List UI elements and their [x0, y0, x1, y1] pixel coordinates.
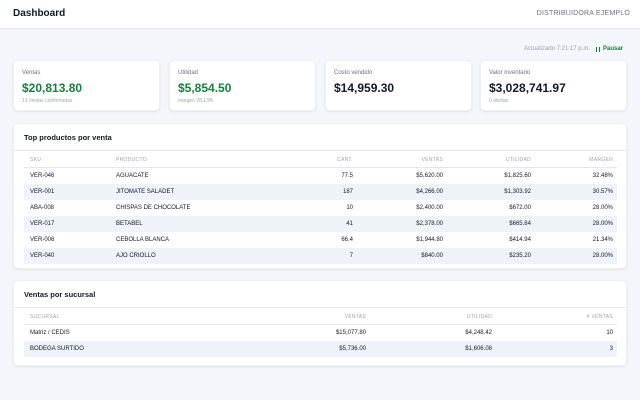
kpi-value: $5,854.50 — [178, 81, 232, 95]
cell-utilidad: $1,825.60 — [504, 173, 531, 179]
table-row[interactable]: VER-040 AJO CRIOLLO 7 $840.00 $235.20 28… — [24, 248, 617, 264]
cell-margen: 28.00% — [592, 205, 613, 211]
last-updated-text: Actualizado 7:21:17 p.m. — [523, 46, 590, 52]
panel-title: Top productos por venta — [24, 133, 112, 142]
cell-sku: VER-040 — [30, 253, 55, 259]
company-name[interactable]: DISTRIBUIDORA EJEMPLO — [536, 10, 630, 17]
table-row[interactable]: VER-017 BETABEL 41 $2,378.00 $665.84 28.… — [24, 216, 617, 232]
cell-sku: VER-017 — [30, 221, 55, 227]
kpi-card-valor-inventario: Valor inventario $3,028,741.97 0 alertas — [480, 60, 627, 111]
cell-ventas: $1,944.80 — [416, 237, 443, 243]
cell-cant: 187 — [342, 189, 353, 195]
kpi-value: $20,813.80 — [22, 81, 83, 95]
kpi-value: $3,028,741.97 — [489, 81, 566, 95]
column-header-utilidad[interactable]: UTILIDAD — [505, 157, 531, 163]
column-header-sucursal[interactable]: SUCURSAL — [30, 314, 60, 320]
table-row[interactable]: ABA-008 CHISPAS DE CHOCOLATE 10 $2,400.0… — [24, 200, 617, 216]
panel-title: Ventas por sucursal — [24, 290, 96, 299]
column-header-ventas[interactable]: VENTAS — [421, 157, 443, 163]
cell-sku: VER-006 — [30, 237, 55, 243]
cell-utilidad: $235.20 — [509, 253, 531, 259]
column-header-producto[interactable]: PRODUCTO — [116, 157, 147, 163]
cell-utilidad: $665.84 — [509, 221, 531, 227]
kpi-label: Ventas — [22, 70, 41, 76]
cell-sku: VER-001 — [30, 189, 55, 195]
panel-divider — [14, 150, 626, 151]
kpi-subtext: 13 ventas confirmadas — [22, 98, 73, 104]
cell-margen: 32.48% — [592, 173, 613, 179]
cell-ventas: $5,736.00 — [339, 346, 366, 352]
table-row[interactable]: VER-006 CEBOLLA BLANCA 66.4 $1,944.80 $4… — [24, 232, 617, 248]
kpi-label: Valor inventario — [489, 70, 531, 76]
status-line: Actualizado 7:21:17 p.m. Pausar — [524, 44, 623, 54]
kpi-card-costo-vendido: Costo vendido $14,959.30 — [325, 60, 472, 111]
table-row[interactable]: BODEGA SURTIDO $5,736.00 $1,606.08 3 — [24, 341, 617, 357]
column-header-utilidad[interactable]: UTILIDAD — [466, 314, 492, 320]
page-title: Dashboard — [13, 8, 66, 19]
table-header-row: SUCURSAL VENTAS UTILIDAD # VENTAS — [24, 309, 617, 325]
cell-producto: CHISPAS DE CHOCOLATE — [116, 205, 191, 211]
cell-ventas: $15,077.80 — [335, 330, 366, 336]
cell-producto: BETABEL — [116, 221, 143, 227]
cell-producto: AGUACATE — [116, 173, 149, 179]
kpi-subtext: margen 28.13% — [178, 98, 214, 104]
cell-utilidad: $1,303.92 — [504, 189, 531, 195]
cell-cant: 7 — [349, 253, 353, 259]
cell-ventas: $2,378.00 — [416, 221, 443, 227]
cell-producto: CEBOLLA BLANCA — [116, 237, 170, 243]
kpi-card-ventas: Ventas $20,813.80 13 ventas confirmadas — [13, 60, 160, 111]
pause-button[interactable]: Pausar — [595, 46, 623, 52]
table-row[interactable]: VER-046 AGUACATE 77.5 $5,620.00 $1,825.6… — [24, 168, 617, 184]
kpi-subtext: 0 alertas — [489, 98, 509, 104]
cell-margen: 28.00% — [592, 221, 613, 227]
branch-sales-panel: Ventas por sucursal SUCURSAL VENTAS UTIL… — [13, 280, 627, 366]
cell-utilidad: $672.00 — [509, 205, 531, 211]
cell-utilidad: $1,606.08 — [465, 346, 492, 352]
cell-sku: VER-046 — [30, 173, 55, 179]
cell-producto: AJO CRIOLLO — [116, 253, 156, 259]
cell-utilidad: $4,248.42 — [465, 330, 492, 336]
cell-producto: JITOMATE SALADET — [116, 189, 175, 195]
kpi-label: Utilidad — [178, 70, 199, 76]
column-header-num-ventas[interactable]: # VENTAS — [586, 314, 613, 320]
kpi-label: Costo vendido — [334, 70, 373, 76]
cell-num-ventas: 10 — [606, 330, 613, 336]
kpi-value: $14,959.30 — [334, 81, 395, 95]
table-row[interactable]: Matriz / CEDIS $15,077.80 $4,248.42 10 — [24, 325, 617, 341]
kpi-card-utilidad: Utilidad $5,854.50 margen 28.13% — [169, 60, 316, 111]
cell-cant: 66.4 — [341, 237, 353, 243]
table-header-row: SKU PRODUCTO CANT. VENTAS UTILIDAD MARGE… — [24, 152, 617, 168]
top-products-table: SKU PRODUCTO CANT. VENTAS UTILIDAD MARGE… — [24, 152, 617, 264]
cell-margen: 30.57% — [592, 189, 613, 195]
cell-sucursal: BODEGA SURTIDO — [30, 346, 84, 352]
pause-icon — [595, 46, 600, 52]
cell-ventas: $4,266.00 — [416, 189, 443, 195]
cell-ventas: $840.00 — [421, 253, 443, 259]
pause-label: Pausar — [602, 46, 623, 52]
cell-margen: 21.34% — [592, 237, 613, 243]
column-header-sku[interactable]: SKU — [30, 157, 42, 163]
cell-ventas: $5,620.00 — [416, 173, 443, 179]
cell-ventas: $2,400.00 — [416, 205, 443, 211]
cell-sucursal: Matriz / CEDIS — [30, 330, 70, 336]
column-header-ventas[interactable]: VENTAS — [344, 314, 366, 320]
panel-divider — [14, 307, 626, 308]
column-header-margen[interactable]: MARGEN — [589, 157, 613, 163]
cell-cant: 10 — [346, 205, 353, 211]
cell-cant: 41 — [346, 221, 353, 227]
cell-cant: 77.5 — [341, 173, 353, 179]
cell-margen: 28.00% — [592, 253, 613, 259]
cell-utilidad: $414.94 — [509, 237, 531, 243]
top-bar: Dashboard DISTRIBUIDORA EJEMPLO — [0, 0, 640, 29]
cell-num-ventas: 3 — [609, 346, 613, 352]
cell-sku: ABA-008 — [30, 205, 55, 211]
column-header-cant[interactable]: CANT. — [337, 157, 353, 163]
top-products-panel: Top productos por venta SKU PRODUCTO CAN… — [13, 123, 627, 269]
branch-sales-table: SUCURSAL VENTAS UTILIDAD # VENTAS Matriz… — [24, 309, 617, 357]
table-row[interactable]: VER-001 JITOMATE SALADET 187 $4,266.00 $… — [24, 184, 617, 200]
